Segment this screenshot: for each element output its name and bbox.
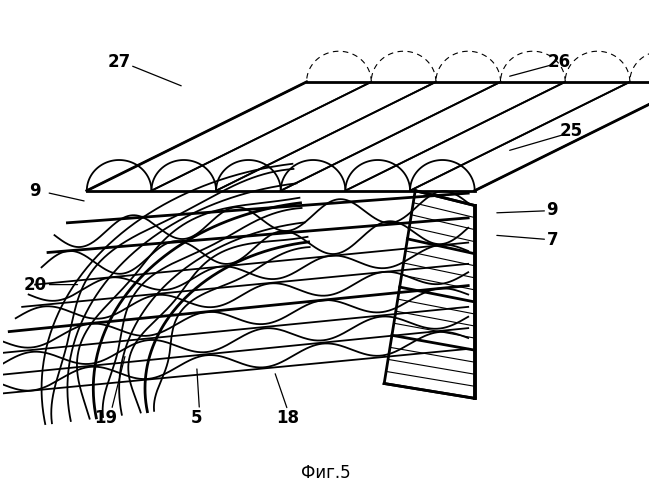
Text: 19: 19 <box>95 409 118 427</box>
Text: 7: 7 <box>546 231 558 249</box>
Text: 20: 20 <box>23 276 47 293</box>
Text: 9: 9 <box>546 202 558 220</box>
Text: 25: 25 <box>560 122 583 140</box>
Text: 27: 27 <box>108 53 131 71</box>
Text: 18: 18 <box>276 409 299 427</box>
Text: Фиг.5: Фиг.5 <box>301 464 351 482</box>
Text: 5: 5 <box>191 409 203 427</box>
Text: 26: 26 <box>547 53 570 71</box>
Text: 9: 9 <box>29 182 41 200</box>
